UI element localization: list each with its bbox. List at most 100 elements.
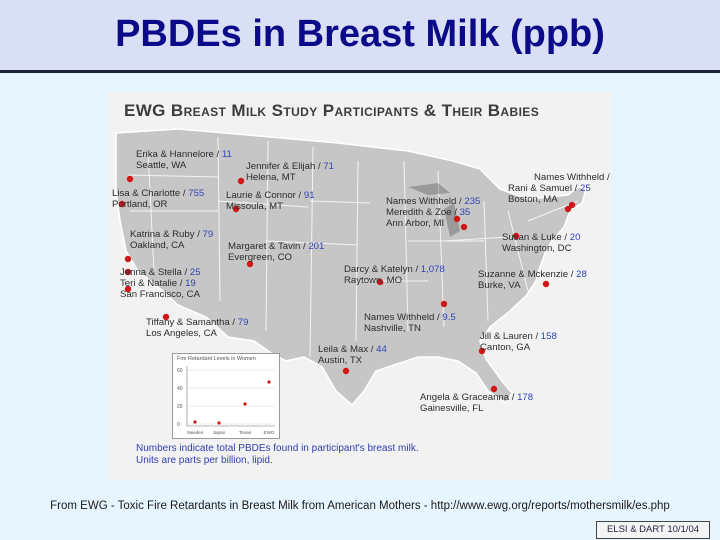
inset-category-label: Sweden	[187, 430, 204, 435]
participant-names: Tiffany & Samantha /	[146, 317, 238, 328]
participant-label: Katrina & Ruby / 79 Oakland, CA	[130, 229, 213, 251]
participant-label: Names Withheld / 9.5 Nashville, TN	[364, 312, 456, 334]
us-map	[115, 128, 587, 407]
participant-dot	[490, 385, 498, 393]
inset-y-tick: 60	[177, 368, 183, 374]
participant-names-line: Meredith & Zoe / 35	[386, 207, 470, 218]
participant-names-line: Erika & Hannelore / 11	[136, 149, 232, 160]
participant-names: Angela & Graceanna /	[420, 392, 518, 403]
participant-names-line: Margaret & Tavin / 201	[228, 241, 324, 252]
inset-marker	[243, 402, 247, 406]
participant-value: 235	[464, 196, 481, 207]
participant-dot	[246, 260, 254, 268]
participant-names: Susan & Luke /	[502, 232, 570, 243]
participant-dot	[232, 205, 240, 213]
participant-place: Burke, VA	[478, 280, 521, 291]
participant-value: 25	[580, 183, 591, 194]
us-outline	[115, 128, 587, 407]
participant-label: Laurie & Connor / 91 Missoula, MT	[226, 190, 315, 212]
participant-dot	[237, 177, 245, 185]
participant-names-line: Names Withheld / 9.5	[364, 312, 456, 323]
inset-chart: Fire Retardant Levels in Women 60 40 20 0 Sw…	[172, 353, 280, 439]
figure-note-line-2: Units are parts per billion, lipid.	[136, 455, 273, 466]
participant-label: Names Withheld / 235	[386, 196, 480, 207]
participant-names-line: Lisa & Charlotte / 755	[112, 188, 204, 199]
inset-marker	[217, 421, 221, 425]
participant-label: Jenna & Stella / 25	[120, 267, 201, 278]
participant-place: Austin, TX	[318, 355, 363, 366]
participant-label: Leila & Max / 44 Austin, TX	[318, 344, 387, 366]
participant-dot	[124, 255, 132, 263]
participant-label: Jennifer & Elijah / 71 Helena, MT	[246, 161, 334, 183]
participant-dot	[440, 300, 448, 308]
lakes	[408, 183, 460, 237]
state-borders	[127, 136, 579, 358]
participant-dot	[342, 367, 350, 375]
participant-value: 11	[221, 149, 232, 160]
participant-dot	[564, 205, 572, 213]
participant-label: Jill & Lauren / 158 Canton, GA	[480, 331, 557, 353]
participant-names: Suzanne & Mckenzie /	[478, 269, 577, 280]
participant-names-line: Susan & Luke / 20	[502, 232, 580, 243]
figure-heading: EWG Breast Milk Study Participants & The…	[124, 101, 540, 120]
participant-value: 71	[323, 161, 334, 172]
participant-label: Margaret & Tavin / 201 Evergreen, CO	[228, 241, 324, 263]
participant-names-line: Angela & Graceanna / 178	[420, 392, 533, 403]
participant-names-line: Jenna & Stella / 25	[120, 267, 201, 278]
inset-marker	[193, 420, 197, 424]
participant-names: Jenna & Stella /	[120, 267, 190, 278]
participant-names: Lisa & Charlotte /	[112, 188, 189, 199]
participant-names: Darcy & Katelyn /	[344, 264, 421, 275]
participant-names-line: Laurie & Connor / 91	[226, 190, 315, 201]
participant-label: Erika & Hannelore / 11 Seattle, WA	[136, 149, 232, 171]
participant-names-line: Names Withheld / 34	[534, 172, 611, 183]
participant-names-line: Jennifer & Elijah / 71	[246, 161, 334, 172]
participant-label: Names Withheld / 34	[534, 172, 611, 183]
participant-names: Rani & Samuel /	[508, 183, 580, 194]
participant-place: Boston, MA	[508, 194, 558, 205]
participant-dot	[124, 268, 132, 276]
participant-dot	[568, 201, 576, 209]
source-citation: From EWG - Toxic Fire Retardants in Brea…	[50, 500, 670, 512]
participant-place: Missoula, MT	[226, 201, 284, 212]
participant-names: Names Withheld /	[386, 196, 465, 207]
participant-names-line: Names Withheld / 235	[386, 196, 480, 207]
footer-box: ELSI & DART 10/1/04	[596, 521, 710, 539]
slide-title: PBDEs in Breast Milk (ppb)	[115, 13, 605, 55]
participant-label: Angela & Graceanna / 178 Gainesville, FL	[420, 392, 533, 414]
participant-value: 79	[237, 317, 249, 328]
participant-dot	[376, 278, 384, 286]
participant-place: Los Angeles, CA	[146, 328, 217, 339]
participant-place: Washington, DC	[502, 243, 572, 254]
participant-names-line: Tiffany & Samantha / 79	[146, 317, 248, 328]
participant-place: Evergreen, CO	[228, 252, 292, 263]
inset-y-tick: 40	[177, 386, 183, 392]
participant-value: 20	[569, 232, 581, 243]
inset-category-label: Japan	[213, 430, 226, 435]
participant-value: 28	[576, 269, 587, 280]
participant-names: Jennifer & Elijah /	[246, 161, 324, 172]
inset-chart-plot: 60 40 20 0 Sweden Japan Texas EWG	[177, 366, 275, 435]
participant-value: 19	[185, 278, 196, 289]
participant-dot	[124, 285, 132, 293]
inset-category-label: Texas	[239, 430, 252, 435]
participant-dot	[478, 347, 486, 355]
participant-names: Meredith & Zoe /	[386, 207, 460, 218]
participant-names-line: Jill & Lauren / 158	[480, 331, 557, 342]
participant-place: Helena, MT	[246, 172, 296, 183]
participant-names: Teri & Natalie /	[120, 278, 186, 289]
participant-label: Darcy & Katelyn / 1,078 Raytown, MO	[344, 264, 445, 286]
participant-names-line: Leila & Max / 44	[318, 344, 387, 355]
participant-dot	[453, 215, 461, 223]
inset-category-label: EWG	[264, 430, 275, 435]
participant-value: 79	[202, 229, 214, 240]
participant-value: 91	[303, 190, 315, 201]
participant-label: Lisa & Charlotte / 755 Portland, OR	[112, 188, 204, 210]
participant-dot	[126, 175, 134, 183]
participant-label: Tiffany & Samantha / 79 Los Angeles, CA	[146, 317, 248, 339]
participant-value: 44	[376, 344, 387, 355]
participant-place: Ann Arbor, MI	[386, 218, 445, 229]
inset-axes	[186, 366, 275, 427]
inset-chart-title: Fire Retardant Levels in Women	[177, 356, 256, 362]
participant-place: Gainesville, FL	[420, 403, 484, 414]
